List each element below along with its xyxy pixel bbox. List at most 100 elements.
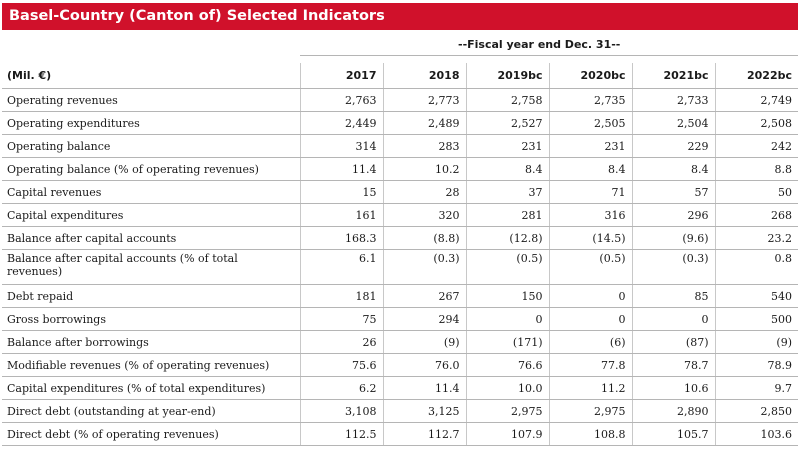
row-value: 2,489	[382, 111, 466, 135]
row-value: 112.5	[299, 422, 383, 446]
table-row: Operating balance (% of operating revenu…	[2, 157, 798, 181]
row-value: (171)	[465, 330, 549, 354]
row-label: Modifiable revenues (% of operating reve…	[2, 353, 300, 377]
row-value: 8.4	[465, 157, 549, 181]
row-value: (87)	[631, 330, 715, 354]
row-value: 2,749	[714, 88, 798, 112]
table-row: Direct debt (outstanding at year-end) 3,1…	[2, 399, 798, 423]
row-value: 2,505	[548, 111, 632, 135]
table-row: Operating balance 314 283 231 231 229 242	[2, 134, 798, 158]
year-header: 2021bc	[631, 63, 715, 89]
row-value: 2,975	[465, 399, 549, 423]
row-value: 75.6	[299, 353, 383, 377]
year-header: 2020bc	[548, 63, 632, 89]
row-value: 108.8	[548, 422, 632, 446]
row-value: 268	[714, 203, 798, 227]
row-value: 57	[631, 180, 715, 204]
row-value: (9)	[382, 330, 466, 354]
row-value: 77.8	[548, 353, 632, 377]
row-label: Operating expenditures	[2, 111, 300, 135]
fiscal-year-note: --Fiscal year end Dec. 31--	[458, 38, 621, 51]
row-label: Capital expenditures (% of total expendi…	[2, 376, 300, 400]
row-value: 267	[382, 284, 466, 308]
indicators-table: (Mil. €) 2017 2018 2019bc 2020bc 2021bc …	[2, 63, 798, 446]
row-value: 168.3	[299, 226, 383, 250]
row-value: 0	[548, 307, 632, 331]
table-row: Capital expenditures (% of total expendi…	[2, 376, 798, 400]
row-label: Balance after capital accounts	[2, 226, 300, 250]
row-value: 2,763	[299, 88, 383, 112]
row-value: 2,975	[548, 399, 632, 423]
row-value: 11.2	[548, 376, 632, 400]
row-value: 8.4	[631, 157, 715, 181]
row-value: (6)	[548, 330, 632, 354]
table-row: Capital revenues 15 28 37 71 57 50	[2, 180, 798, 204]
row-value: (0.5)	[465, 249, 549, 285]
row-label: Capital revenues	[2, 180, 300, 204]
table-row: Operating expenditures 2,449 2,489 2,527 2,5…	[2, 111, 798, 135]
row-value: 0	[631, 307, 715, 331]
row-value: 181	[299, 284, 383, 308]
row-value: 75	[299, 307, 383, 331]
table-title: Basel-Country (Canton of) Selected Indic…	[2, 3, 798, 30]
row-value: 314	[299, 134, 383, 158]
row-value: (12.8)	[465, 226, 549, 250]
row-value: 9.7	[714, 376, 798, 400]
row-value: 2,758	[465, 88, 549, 112]
table-row: Gross borrowings 75 294 0 0 0 500	[2, 307, 798, 331]
row-value: 294	[382, 307, 466, 331]
row-value: 316	[548, 203, 632, 227]
row-value: 231	[465, 134, 549, 158]
row-value: 2,890	[631, 399, 715, 423]
row-value: 296	[631, 203, 715, 227]
row-value: 105.7	[631, 422, 715, 446]
row-value: 6.1	[299, 249, 383, 285]
row-value: 85	[631, 284, 715, 308]
row-value: (0.5)	[548, 249, 632, 285]
row-label: Balance after borrowings	[2, 330, 300, 354]
row-value: 8.4	[548, 157, 632, 181]
table-row: Balance after capital accounts (% of tot…	[2, 249, 798, 285]
row-value: 2,735	[548, 88, 632, 112]
row-value: 229	[631, 134, 715, 158]
row-value: 150	[465, 284, 549, 308]
row-value: 2,508	[714, 111, 798, 135]
row-value: 161	[299, 203, 383, 227]
row-value: 0.8	[714, 249, 798, 285]
row-label: Balance after capital accounts (% of tot…	[2, 249, 300, 285]
row-value: (9)	[714, 330, 798, 354]
unit-label: (Mil. €)	[2, 63, 300, 89]
row-label: Gross borrowings	[2, 307, 300, 331]
row-label: Capital expenditures	[2, 203, 300, 227]
row-value: 283	[382, 134, 466, 158]
row-value: 0	[465, 307, 549, 331]
table-body: Operating revenues 2,763 2,773 2,758 2,735 2,…	[2, 88, 798, 446]
row-value: (14.5)	[548, 226, 632, 250]
row-label: Operating revenues	[2, 88, 300, 112]
row-value: 37	[465, 180, 549, 204]
row-value: 112.7	[382, 422, 466, 446]
row-value: 231	[548, 134, 632, 158]
row-value: 2,504	[631, 111, 715, 135]
table-row: Modifiable revenues (% of operating reve…	[2, 353, 798, 377]
row-value: 28	[382, 180, 466, 204]
row-value: 2,527	[465, 111, 549, 135]
row-value: 11.4	[299, 157, 383, 181]
row-value: 15	[299, 180, 383, 204]
row-value: 320	[382, 203, 466, 227]
row-label: Direct debt (% of operating revenues)	[2, 422, 300, 446]
table-row: Balance after borrowings 26 (9) (171) (6) (87…	[2, 330, 798, 354]
row-value: 50	[714, 180, 798, 204]
row-value: 2,733	[631, 88, 715, 112]
table-row: Debt repaid 181 267 150 0 85 540	[2, 284, 798, 308]
row-value: 2,449	[299, 111, 383, 135]
row-value: 3,125	[382, 399, 466, 423]
row-value: 281	[465, 203, 549, 227]
row-value: 76.6	[465, 353, 549, 377]
row-value: (8.8)	[382, 226, 466, 250]
row-value: 26	[299, 330, 383, 354]
row-value: 76.0	[382, 353, 466, 377]
row-value: 103.6	[714, 422, 798, 446]
table-row: Operating revenues 2,763 2,773 2,758 2,735 2,…	[2, 88, 798, 112]
